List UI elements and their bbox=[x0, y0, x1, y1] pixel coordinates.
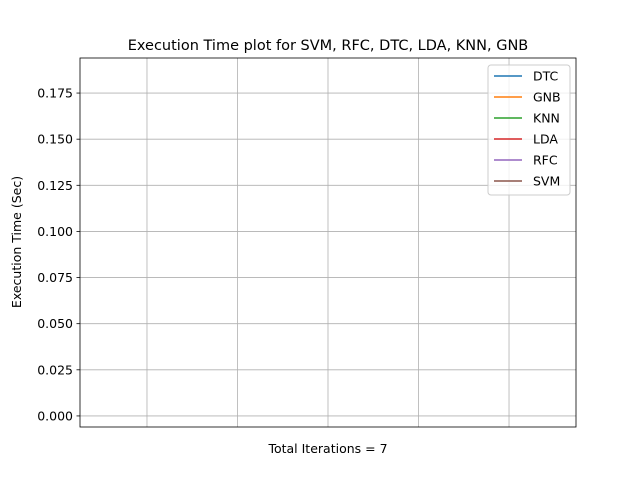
legend-label: GNB bbox=[533, 90, 561, 105]
y-axis: 0.000 0.025 0.050 0.075 0.100 0.125 0.150 0.175 bbox=[37, 86, 80, 423]
x-axis-label: Total Iterations = 7 bbox=[267, 441, 387, 456]
y-tick-label: 0.100 bbox=[37, 224, 73, 239]
y-tick-label: 0.000 bbox=[37, 408, 73, 423]
legend-item-rfc: RFC bbox=[494, 153, 558, 168]
legend-label: DTC bbox=[533, 69, 559, 84]
y-tick-label: 0.075 bbox=[37, 270, 73, 285]
legend-item-dtc: DTC bbox=[494, 69, 559, 84]
legend-item-lda: LDA bbox=[494, 132, 558, 147]
legend-label: RFC bbox=[533, 153, 558, 168]
y-axis-label: Execution Time (Sec) bbox=[9, 176, 24, 308]
y-tick-label: 0.025 bbox=[37, 362, 73, 377]
chart-title: Execution Time plot for SVM, RFC, DTC, L… bbox=[128, 38, 529, 54]
legend: DTC GNB KNN LDA RFC SVM bbox=[487, 64, 571, 196]
plot-frame bbox=[79, 57, 577, 428]
y-tick-label: 0.125 bbox=[37, 178, 73, 193]
legend-label: KNN bbox=[533, 111, 560, 126]
legend-item-gnb: GNB bbox=[494, 90, 561, 105]
y-tick-label: 0.050 bbox=[37, 316, 73, 331]
legend-label: LDA bbox=[533, 132, 558, 147]
y-tick-label: 0.150 bbox=[37, 132, 73, 147]
y-tick-label: 0.175 bbox=[37, 86, 73, 101]
legend-item-svm: SVM bbox=[494, 174, 560, 189]
legend-item-knn: KNN bbox=[494, 111, 560, 126]
legend-label: SVM bbox=[533, 174, 560, 189]
